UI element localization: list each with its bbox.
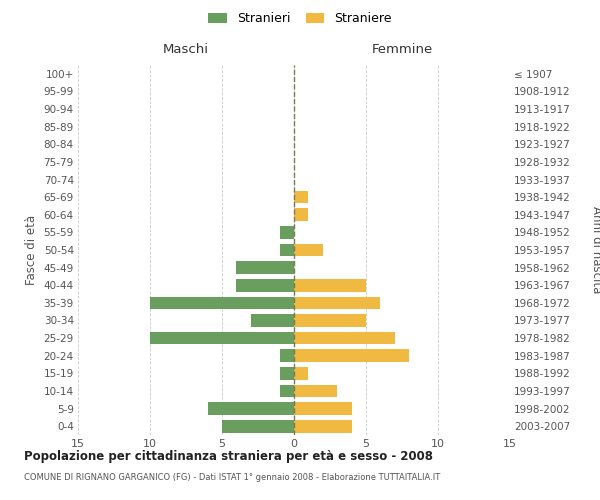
Bar — [294, 279, 366, 291]
Bar — [280, 244, 294, 256]
Bar — [294, 420, 352, 432]
Bar — [294, 367, 308, 380]
Bar — [208, 402, 294, 415]
Bar — [280, 384, 294, 398]
Text: Femmine: Femmine — [371, 43, 433, 56]
Bar — [294, 402, 352, 415]
Bar — [236, 279, 294, 291]
Bar — [251, 314, 294, 327]
Bar — [294, 350, 409, 362]
Y-axis label: Anni di nascita: Anni di nascita — [590, 206, 600, 294]
Bar — [280, 367, 294, 380]
Bar — [294, 244, 323, 256]
Bar — [236, 262, 294, 274]
Text: Popolazione per cittadinanza straniera per età e sesso - 2008: Popolazione per cittadinanza straniera p… — [24, 450, 433, 463]
Text: Maschi: Maschi — [163, 43, 209, 56]
Bar — [294, 384, 337, 398]
Text: COMUNE DI RIGNANO GARGANICO (FG) - Dati ISTAT 1° gennaio 2008 - Elaborazione TUT: COMUNE DI RIGNANO GARGANICO (FG) - Dati … — [24, 472, 440, 482]
Bar — [294, 208, 308, 221]
Bar — [280, 350, 294, 362]
Bar — [280, 226, 294, 238]
Bar — [294, 314, 366, 327]
Legend: Stranieri, Straniere: Stranieri, Straniere — [205, 8, 395, 29]
Bar — [294, 296, 380, 309]
Bar — [150, 296, 294, 309]
Bar — [294, 332, 395, 344]
Bar — [150, 332, 294, 344]
Bar — [222, 420, 294, 432]
Y-axis label: Fasce di età: Fasce di età — [25, 215, 38, 285]
Bar — [294, 191, 308, 203]
